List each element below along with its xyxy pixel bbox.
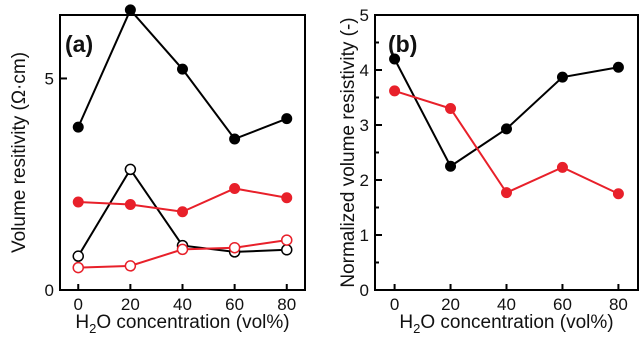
data-point [389,53,401,65]
x-tick-label: 80 [609,295,628,314]
data-point [124,163,137,176]
data-point [72,261,84,274]
y-tick-label: 0 [45,281,54,300]
data-point [229,182,241,194]
data-point [176,243,189,256]
y-tick-label: 4 [360,61,369,80]
data-point [556,161,568,173]
data-point [445,103,457,114]
x-tick-label: 0 [74,295,83,314]
x-tick-label: 20 [121,295,140,314]
x-tick-label: 40 [173,295,192,314]
data-point [612,188,624,200]
x-tick-label: 60 [225,295,244,314]
y-tick-label: 5 [360,6,369,25]
data-point [124,4,136,16]
y-tick-label: 5 [45,69,54,88]
data-point [445,160,457,172]
data-point [229,133,241,145]
x-axis-label-part: O concentration (vol%) [420,312,613,333]
data-point [72,121,84,133]
x-axis-label: H2O concentration (vol%) [399,312,613,336]
y-axis-label: Volume resitivity (Ω·cm) [9,52,30,253]
data-point [281,192,293,204]
data-point [124,199,136,211]
x-tick-label: 80 [277,295,296,314]
data-point [281,234,293,246]
data-point [501,187,512,199]
data-point [281,113,293,125]
x-axis-label-part: H [75,312,89,333]
x-axis-label-part: O concentration (vol%) [96,312,289,333]
x-axis-label-part: H [399,312,413,333]
panel-label: (b) [388,31,417,57]
data-point [281,244,293,256]
data-point [72,196,84,208]
y-axis-label: Normalized volume resistivity (-) [338,17,359,287]
data-point [612,61,624,73]
x-axis-label-subscript: 2 [89,321,96,336]
data-point [177,206,188,218]
data-point [124,260,137,272]
x-tick-label: 40 [497,295,516,314]
data-point [228,241,241,254]
x-tick-label: 20 [441,295,460,314]
data-point [72,250,84,262]
series-line [393,58,619,168]
series-line [394,89,619,195]
data-point [501,123,512,135]
y-tick-label: 3 [360,116,369,135]
x-tick-label: 0 [390,295,399,314]
x-tick-label: 60 [553,295,572,314]
panel-label: (a) [65,31,93,57]
x-axis-label: H2O concentration (vol%) [75,312,289,336]
panel-a: 0 20 40 60 80 0 5 H2O concentration (vol%) Volum… [9,4,306,336]
y-tick-label: 0 [360,281,369,300]
data-point [177,63,188,75]
data-point [556,71,568,83]
data-point [389,85,401,97]
y-tick-label: 1 [360,226,369,245]
x-axis-label-subscript: 2 [413,321,420,336]
y-tick-label: 2 [360,171,369,190]
